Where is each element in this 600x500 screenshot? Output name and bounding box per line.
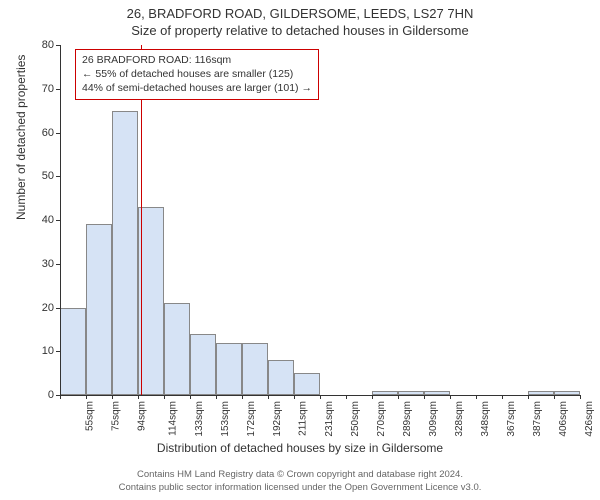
x-tick-label: 250sqm [350, 401, 361, 437]
y-tick-label: 40 [24, 214, 54, 226]
y-tick-label: 70 [24, 83, 54, 95]
x-tick-label: 192sqm [272, 401, 283, 437]
x-tick-label: 406sqm [558, 401, 569, 437]
chart-container: 26, BRADFORD ROAD, GILDERSOME, LEEDS, LS… [0, 0, 600, 500]
x-tick-label: 211sqm [297, 401, 308, 436]
y-tick-label: 10 [24, 345, 54, 357]
chart-title-line2: Size of property relative to detached ho… [0, 23, 600, 38]
x-tick-label: 231sqm [324, 401, 335, 437]
y-tick-label: 50 [24, 170, 54, 182]
x-tick-label: 270sqm [376, 401, 387, 437]
x-tick-label: 114sqm [167, 401, 178, 436]
x-tick-label: 426sqm [584, 401, 595, 437]
y-tick-label: 80 [24, 39, 54, 51]
info-box-line2: ← 55% of detached houses are smaller (12… [82, 67, 312, 81]
x-tick-label: 153sqm [220, 401, 231, 437]
x-tick-label: 348sqm [480, 401, 491, 437]
x-tick-label: 387sqm [532, 401, 543, 437]
y-tick-label: 30 [24, 258, 54, 270]
x-tick-label: 289sqm [402, 401, 413, 437]
info-box-line3: 44% of semi-detached houses are larger (… [82, 81, 312, 95]
x-tick-label: 328sqm [454, 401, 465, 437]
x-tick-label: 75sqm [111, 401, 122, 431]
footer-line1: Contains HM Land Registry data © Crown c… [137, 469, 463, 480]
footer-line2: Contains public sector information licen… [119, 482, 482, 493]
x-tick-label: 309sqm [428, 401, 439, 437]
y-tick-label: 60 [24, 127, 54, 139]
footer-attribution: Contains HM Land Registry data © Crown c… [0, 469, 600, 494]
x-tick-label: 172sqm [246, 401, 257, 437]
y-tick-label: 20 [24, 302, 54, 314]
chart-title-line1: 26, BRADFORD ROAD, GILDERSOME, LEEDS, LS… [0, 6, 600, 21]
x-tick-label: 133sqm [194, 401, 205, 437]
x-tick-label: 94sqm [137, 401, 148, 431]
info-box: 26 BRADFORD ROAD: 116sqm ← 55% of detach… [75, 49, 319, 100]
y-tick-label: 0 [24, 389, 54, 401]
x-axis-label: Distribution of detached houses by size … [0, 441, 600, 455]
x-tick-label: 367sqm [506, 401, 517, 437]
info-box-line1: 26 BRADFORD ROAD: 116sqm [82, 53, 312, 67]
x-tick-label: 55sqm [85, 401, 96, 431]
